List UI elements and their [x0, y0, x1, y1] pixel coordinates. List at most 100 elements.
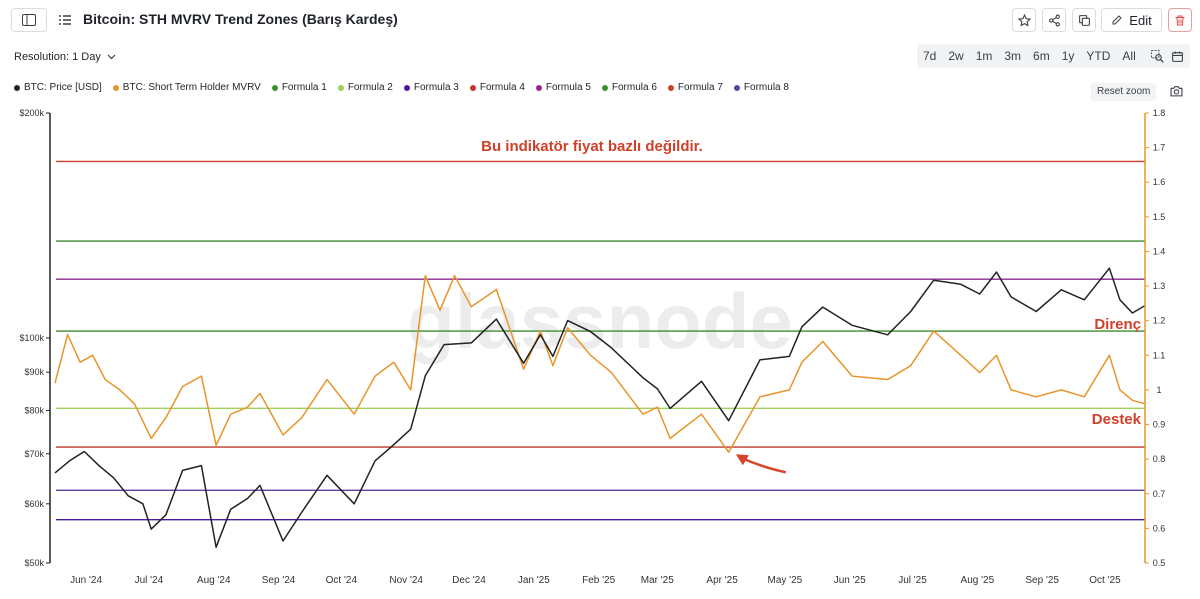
- right-tick-label: 1.2: [1153, 316, 1166, 326]
- range-3m[interactable]: 3m: [1004, 49, 1022, 63]
- chart-area[interactable]: glassnode $50k $60k $70k $80k $90k $100k $200k…: [0, 104, 1200, 599]
- x-tick-label: Feb '25: [582, 575, 615, 586]
- legend-item-formula-8[interactable]: Formula 8: [733, 82, 789, 93]
- legend-label: BTC: Short Term Holder MVRV: [122, 82, 261, 93]
- left-tick-label: $60k: [24, 499, 44, 509]
- x-tick-label: Aug '24: [197, 575, 231, 586]
- series-line-sth-mvrv: [54, 274, 1146, 453]
- x-tick-label: Dec '24: [452, 575, 486, 586]
- x-tick-label: May '25: [768, 575, 803, 586]
- right-tick-label: 1.7: [1153, 143, 1166, 153]
- x-tick-label: Jan '25: [518, 575, 550, 586]
- right-tick-label: 0.5: [1153, 558, 1166, 568]
- legend-item-formula-2[interactable]: Formula 2: [337, 82, 393, 93]
- legend-item-formula-7[interactable]: Formula 7: [667, 82, 723, 93]
- favorite-button[interactable]: [1012, 8, 1036, 32]
- left-tick-label: $90k: [24, 367, 44, 377]
- range-6m[interactable]: 6m: [1033, 49, 1050, 63]
- right-tick-label: 1: [1156, 385, 1161, 395]
- legend-label: Formula 8: [743, 82, 789, 93]
- legend-label: Formula 7: [677, 82, 723, 93]
- annotation-arrow: [735, 454, 787, 474]
- x-tick-label: Sep '25: [1025, 575, 1059, 586]
- legend-dot: [14, 84, 20, 91]
- left-tick-label: $80k: [24, 405, 44, 415]
- zoom-select-button[interactable]: [1142, 44, 1174, 68]
- right-tick-label: 0.6: [1153, 523, 1166, 533]
- share-button[interactable]: [1042, 8, 1066, 32]
- legend-label: Formula 4: [479, 82, 525, 93]
- range-ytd[interactable]: YTD: [1086, 49, 1111, 63]
- legend-dot: [271, 84, 278, 91]
- legend-label: Formula 1: [281, 82, 327, 93]
- range-all[interactable]: All: [1122, 49, 1136, 63]
- zone-lines: [56, 160, 1145, 521]
- legend-item-sth-mvrv[interactable]: BTC: Short Term Holder MVRV: [112, 82, 261, 93]
- legend-item-formula-3[interactable]: Formula 3: [403, 82, 459, 93]
- right-tick-label: 1.8: [1153, 108, 1166, 118]
- x-tick-label: Jun '25: [834, 575, 866, 586]
- sidebar-toggle-button[interactable]: [11, 8, 47, 32]
- x-tick-label: Jun '24: [70, 575, 102, 586]
- legend-item-price[interactable]: BTC: Price [USD]: [14, 82, 102, 93]
- copy-icon: [1078, 14, 1090, 26]
- legend-label: Formula 6: [611, 82, 657, 93]
- legend-item-formula-5[interactable]: Formula 5: [535, 82, 591, 93]
- right-tick-label: 1.4: [1153, 246, 1166, 256]
- calendar-button[interactable]: [1164, 44, 1190, 68]
- x-tick-label: Aug '25: [961, 575, 995, 586]
- legend-label: Formula 5: [545, 82, 591, 93]
- x-tick-label: Oct '24: [326, 575, 358, 586]
- legend-dot: [535, 84, 542, 91]
- watermark: glassnode: [407, 277, 793, 365]
- copy-button[interactable]: [1072, 8, 1096, 32]
- x-tick-label: Nov '24: [389, 575, 423, 586]
- annotation-support: Destek: [1092, 411, 1142, 428]
- trash-icon: [1175, 15, 1185, 25]
- legend-dot: [469, 84, 476, 91]
- screenshot-button[interactable]: [1170, 84, 1183, 102]
- top-bar: Bitcoin: STH MVRV Trend Zones (Barış Kar…: [0, 0, 1200, 40]
- right-tick-label: 1.5: [1153, 212, 1166, 222]
- edit-button[interactable]: Edit: [1101, 8, 1162, 32]
- page-title: Bitcoin: STH MVRV Trend Zones (Barış Kar…: [83, 11, 398, 27]
- range-1m[interactable]: 1m: [975, 49, 993, 63]
- legend-dot: [112, 84, 119, 91]
- range-1y[interactable]: 1y: [1061, 49, 1075, 63]
- resolution-select[interactable]: Resolution: 1 Day: [14, 51, 116, 63]
- x-tick-label: Jul '25: [898, 575, 927, 586]
- range-2w[interactable]: 2w: [948, 49, 964, 63]
- delete-button[interactable]: [1168, 8, 1192, 32]
- range-selector: 7d 2w 1m 3m 6m 1y YTD All: [917, 44, 1174, 68]
- left-tick-label: $200k: [19, 108, 44, 118]
- resolution-label: Resolution: 1 Day: [14, 51, 101, 63]
- zoom-select-icon: [1151, 49, 1164, 63]
- legend-label: BTC: Price [USD]: [24, 82, 102, 93]
- left-tick-label: $100k: [19, 333, 44, 343]
- legend-label: Formula 2: [347, 82, 393, 93]
- chart-legend: BTC: Price [USD] BTC: Short Term Holder …: [14, 82, 789, 93]
- list-button[interactable]: [58, 13, 72, 27]
- legend-item-formula-6[interactable]: Formula 6: [601, 82, 657, 93]
- range-7d[interactable]: 7d: [923, 49, 937, 63]
- reset-zoom-button[interactable]: Reset zoom: [1091, 83, 1157, 101]
- chevron-down-icon: [107, 54, 116, 60]
- series-layer: [54, 267, 1146, 548]
- legend-dot: [667, 84, 674, 91]
- edit-label: Edit: [1129, 12, 1152, 28]
- axes: $50k $60k $70k $80k $90k $100k $200k 0.5 0.6 0.7 0…: [19, 108, 1165, 586]
- legend-item-formula-4[interactable]: Formula 4: [469, 82, 525, 93]
- right-tick-label: 1.1: [1153, 350, 1166, 360]
- sidebar-toggle-icon: [22, 14, 36, 26]
- star-icon: [1017, 13, 1031, 27]
- annotation-note: Bu indikatör fiyat bazlı değildir.: [481, 138, 703, 155]
- legend-dot: [403, 84, 410, 91]
- legend-dot: [337, 84, 344, 91]
- legend-item-formula-1[interactable]: Formula 1: [271, 82, 327, 93]
- right-tick-label: 1.6: [1153, 177, 1166, 187]
- share-icon: [1048, 14, 1060, 26]
- annotation-resistance: Direnç: [1094, 316, 1141, 333]
- calendar-icon: [1171, 51, 1183, 62]
- pencil-icon: [1112, 15, 1123, 25]
- x-tick-label: Sep '24: [262, 575, 296, 586]
